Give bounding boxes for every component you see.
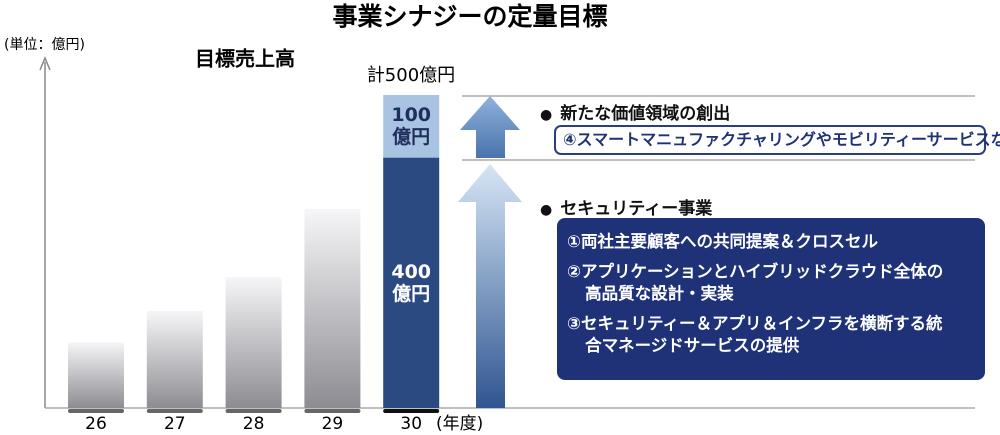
note-item: ①両社主要顧客への共同提案＆クロスセル [567,232,878,251]
value-label: 400億円 [391,260,432,305]
note-heading: 新たな価値領域の創出 [540,99,730,124]
value-label: 100億円 [391,104,432,149]
bar [304,208,361,408]
note-box [557,218,985,380]
chart-title: 事業シナジーの定量目標 [332,2,607,31]
x-axis-label: (年度) [436,414,483,434]
note-list: ①両社主要顧客への共同提案＆クロスセル ②アプリケーションとハイブリッドクラウド全… [567,228,952,365]
arrow [458,164,522,408]
bar [146,310,203,408]
bar [383,95,440,158]
x-tick [383,409,440,413]
y-axis-arrow [39,56,51,71]
x-tick [304,409,361,413]
total-label: 計500億円 [367,65,455,86]
x-tick [68,409,124,413]
note-item: ③セキュリティー＆アプリ＆インフラを横断する統合マネージドサービスの提供 [567,314,943,355]
note-box [554,125,986,155]
x-tick-label: 28 [243,414,265,434]
x-tick-label: 27 [164,414,186,434]
note-item: ④スマートマニュファクチャリングやモビリティーサービスなど [563,130,1000,149]
note-heading: セキュリティー事業 [540,194,712,219]
bar [225,277,282,408]
subtitle: 目標売上高 [195,47,295,71]
x-tick [225,409,282,413]
bar [68,342,124,408]
x-tick [146,409,203,413]
unit-label: (単位：億円) [4,37,85,53]
x-tick-label: 29 [322,414,344,434]
note-item: ②アプリケーションとハイブリッドクラウド全体の高品質な設計・実装 [567,262,944,303]
x-tick-label: 30 [400,414,422,434]
bar [383,157,440,408]
arrow [460,96,520,158]
x-tick-label: 26 [85,414,107,434]
